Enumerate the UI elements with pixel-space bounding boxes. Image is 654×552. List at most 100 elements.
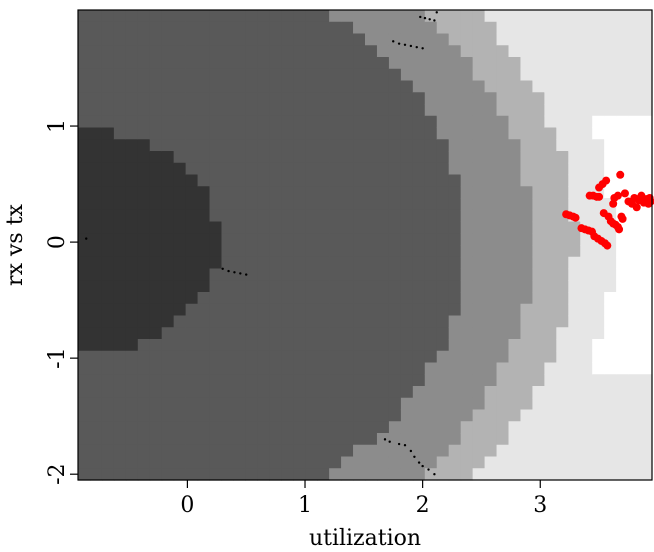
heatmap-cell [532,198,545,211]
heatmap-cell [592,433,605,446]
heatmap-cell [640,104,653,117]
heatmap-cell [640,21,653,35]
heatmap-cell [305,468,318,481]
heatmap-cell [628,104,641,117]
heatmap-cell [293,256,306,270]
heatmap-cell [353,468,366,481]
heatmap-cell [149,45,163,58]
heatmap-cell [592,92,605,105]
heatmap-cell [532,444,545,458]
heatmap-cell [448,421,462,434]
heatmap-cell [317,421,330,434]
heatmap-cell [508,162,522,176]
heatmap-cell [436,127,450,140]
heatmap-cell [353,409,366,422]
heatmap-cell [640,292,653,305]
heatmap-cell [580,115,593,129]
heatmap-cell [568,456,581,469]
heatmap-cell [125,245,139,258]
heatmap-cell [161,45,175,58]
heatmap-cell [448,280,462,293]
heatmap-cell [269,245,282,258]
heatmap-cell [628,397,641,411]
heatmap-cell [281,444,294,458]
heatmap-cell [161,68,175,82]
heatmap-cell [365,444,378,458]
heatmap-cell [472,57,486,70]
heatmap-cell [257,444,270,458]
heatmap-cell [317,468,330,481]
heatmap-cell [448,409,462,422]
heatmap-cell [101,33,115,46]
heatmap-cell [412,268,426,281]
heatmap-cell [78,115,91,129]
heatmap-cell [436,374,450,387]
heatmap-cell [293,245,306,258]
heatmap-cell [496,139,510,152]
heatmap-cell [173,21,187,35]
heatmap-cell [245,327,258,340]
heatmap-cell [388,397,402,411]
heatmap-cell [185,45,199,58]
heatmap-cell [400,68,414,82]
heatmap-cell [233,468,247,481]
heatmap-cell [293,174,306,187]
heatmap-cell [448,45,462,58]
heatmap-cell [113,456,127,469]
heatmap-cell [472,327,486,340]
heatmap-cell [245,256,258,270]
heatmap-cell [209,127,223,140]
heatmap-cell [269,198,282,211]
heatmap-cell [329,350,342,364]
heatmap-cell [341,386,354,399]
heatmap-cell [400,327,414,340]
red-data-point [632,203,641,212]
red-data-point [571,213,580,222]
heatmap-cell [604,104,617,117]
heatmap-cell [556,362,569,375]
heatmap-cell [209,280,223,293]
heatmap-cell [544,21,557,35]
heatmap-cell [197,433,211,446]
heatmap-cell [233,303,247,317]
heatmap-cell [125,339,139,352]
heatmap-cell [185,233,199,246]
heatmap-cell [173,339,187,352]
heatmap-cell [448,33,462,46]
heatmap-cell [305,174,318,187]
heatmap-cell [532,186,545,199]
heatmap-cell [412,315,426,328]
heatmap-cell [556,33,569,46]
heatmap-cell [436,57,450,70]
heatmap-cell [317,151,330,164]
heatmap-cell [137,151,151,164]
heatmap-cell [556,327,569,340]
heatmap-cell [556,186,569,199]
heatmap-cell [592,374,605,387]
heatmap-cell [592,256,605,270]
heatmap-cell [173,374,187,387]
heatmap-cell [341,45,354,58]
heatmap-cell [293,80,306,93]
heatmap-cell [329,327,342,340]
red-data-point [613,191,622,200]
heatmap-cell [185,292,199,305]
heatmap-cell [173,362,187,375]
heatmap-cell [436,209,450,223]
heatmap-cell [496,339,510,352]
heatmap-cell [269,397,282,411]
heatmap-cell [568,444,581,458]
heatmap-cell [412,350,426,364]
heatmap-cell [436,151,450,164]
heatmap-cell [269,233,282,246]
heatmap-cell [640,315,653,328]
heatmap-cell [137,327,151,340]
heatmap-cell [365,198,378,211]
heatmap-cell [341,245,354,258]
heatmap-cell [89,292,103,305]
heatmap-cell [221,315,235,328]
heatmap-cell [293,292,306,305]
heatmap-cell [185,397,199,411]
heatmap-cell [293,45,306,58]
heatmap-cell [221,139,235,152]
